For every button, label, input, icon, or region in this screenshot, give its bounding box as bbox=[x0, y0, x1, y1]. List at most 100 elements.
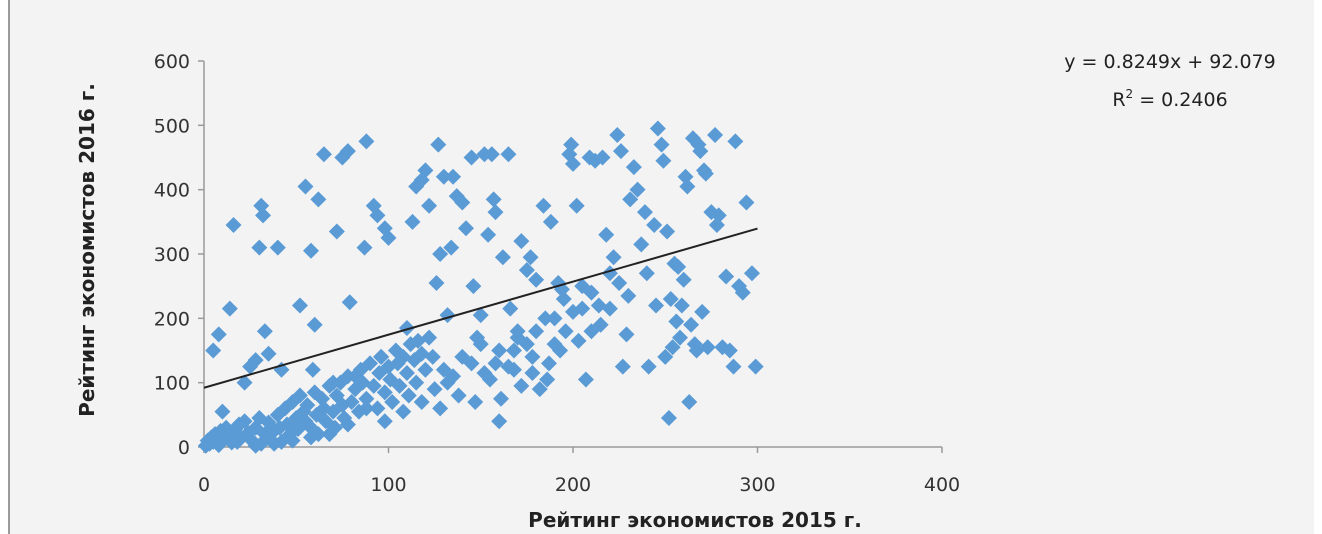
data-point bbox=[494, 249, 511, 266]
data-point bbox=[310, 191, 327, 208]
data-point bbox=[428, 274, 445, 291]
data-point bbox=[557, 323, 574, 340]
data-point bbox=[605, 249, 622, 266]
data-point bbox=[598, 226, 615, 243]
data-point bbox=[365, 377, 382, 394]
x-tick-label: 100 bbox=[370, 474, 406, 496]
data-point bbox=[463, 149, 480, 166]
data-point bbox=[546, 310, 563, 327]
data-point bbox=[221, 300, 238, 317]
data-point bbox=[747, 358, 764, 375]
data-point bbox=[445, 168, 462, 185]
data-point bbox=[541, 355, 558, 372]
data-point bbox=[373, 348, 390, 365]
data-point bbox=[487, 204, 504, 221]
data-point bbox=[657, 348, 674, 365]
data-point bbox=[649, 120, 666, 137]
data-point bbox=[430, 136, 447, 153]
r-squared-value: = 0.2406 bbox=[1133, 89, 1227, 111]
data-point bbox=[303, 429, 320, 446]
data-point bbox=[638, 265, 655, 282]
data-point bbox=[552, 342, 569, 359]
data-point bbox=[476, 365, 493, 382]
data-point bbox=[435, 361, 452, 378]
data-point bbox=[303, 242, 320, 259]
data-point bbox=[472, 336, 489, 353]
data-point bbox=[738, 194, 755, 211]
data-point bbox=[450, 387, 467, 404]
data-point bbox=[339, 143, 356, 160]
data-point bbox=[710, 207, 727, 224]
data-point bbox=[743, 265, 760, 282]
data-point bbox=[413, 393, 430, 410]
data-point bbox=[563, 136, 580, 153]
y-tick-label: 200 bbox=[154, 308, 190, 330]
data-point bbox=[629, 181, 646, 198]
x-tick-label: 200 bbox=[555, 474, 591, 496]
data-point bbox=[356, 239, 373, 256]
data-point bbox=[210, 326, 227, 343]
data-point bbox=[205, 342, 222, 359]
data-point bbox=[443, 239, 460, 256]
data-point bbox=[435, 168, 452, 185]
data-point bbox=[524, 348, 541, 365]
data-point bbox=[299, 397, 316, 414]
data-point bbox=[675, 271, 692, 288]
data-point bbox=[291, 297, 308, 314]
data-point bbox=[297, 178, 314, 195]
data-point bbox=[518, 262, 535, 279]
y-axis-title: Рейтинг экономистов 2016 г. bbox=[75, 83, 99, 417]
data-point bbox=[467, 393, 484, 410]
data-point bbox=[513, 377, 530, 394]
data-point bbox=[668, 313, 685, 330]
data-point bbox=[672, 329, 689, 346]
data-point bbox=[426, 381, 443, 398]
data-point bbox=[500, 146, 517, 163]
data-point bbox=[555, 291, 572, 308]
data-point bbox=[583, 323, 600, 340]
data-point bbox=[269, 239, 286, 256]
data-point bbox=[648, 297, 665, 314]
data-point bbox=[421, 197, 438, 214]
data-point bbox=[229, 433, 246, 450]
data-point bbox=[439, 374, 456, 391]
data-point bbox=[697, 165, 714, 182]
data-point bbox=[611, 274, 628, 291]
data-point bbox=[528, 271, 545, 288]
data-point bbox=[358, 133, 375, 150]
data-point bbox=[539, 371, 556, 388]
data-point bbox=[491, 342, 508, 359]
data-point bbox=[347, 368, 364, 385]
x-tick-label: 0 bbox=[198, 474, 210, 496]
data-point bbox=[565, 155, 581, 172]
data-point bbox=[369, 400, 386, 417]
data-point bbox=[398, 319, 415, 336]
data-point bbox=[625, 159, 642, 176]
data-point bbox=[673, 297, 690, 314]
data-point bbox=[653, 136, 670, 153]
data-point bbox=[483, 146, 500, 163]
data-point bbox=[683, 316, 700, 333]
data-point bbox=[670, 258, 687, 275]
data-point bbox=[640, 358, 657, 375]
data-point bbox=[432, 246, 449, 262]
x-tick-group: 0 100 200 300 400 bbox=[198, 447, 960, 496]
data-point bbox=[266, 435, 283, 452]
data-point bbox=[421, 329, 438, 346]
data-point bbox=[577, 371, 594, 388]
data-point bbox=[570, 332, 587, 349]
data-point bbox=[384, 393, 401, 410]
data-point bbox=[398, 365, 415, 382]
data-point bbox=[256, 426, 273, 443]
data-point bbox=[408, 374, 425, 391]
data-point bbox=[505, 342, 522, 359]
data-point bbox=[480, 226, 497, 243]
data-point bbox=[660, 410, 677, 427]
data-point bbox=[594, 149, 611, 166]
data-point bbox=[487, 355, 504, 372]
data-point bbox=[225, 217, 242, 234]
data-point bbox=[391, 377, 408, 394]
data-point bbox=[633, 236, 650, 253]
data-point bbox=[622, 191, 639, 208]
data-point bbox=[472, 307, 489, 324]
